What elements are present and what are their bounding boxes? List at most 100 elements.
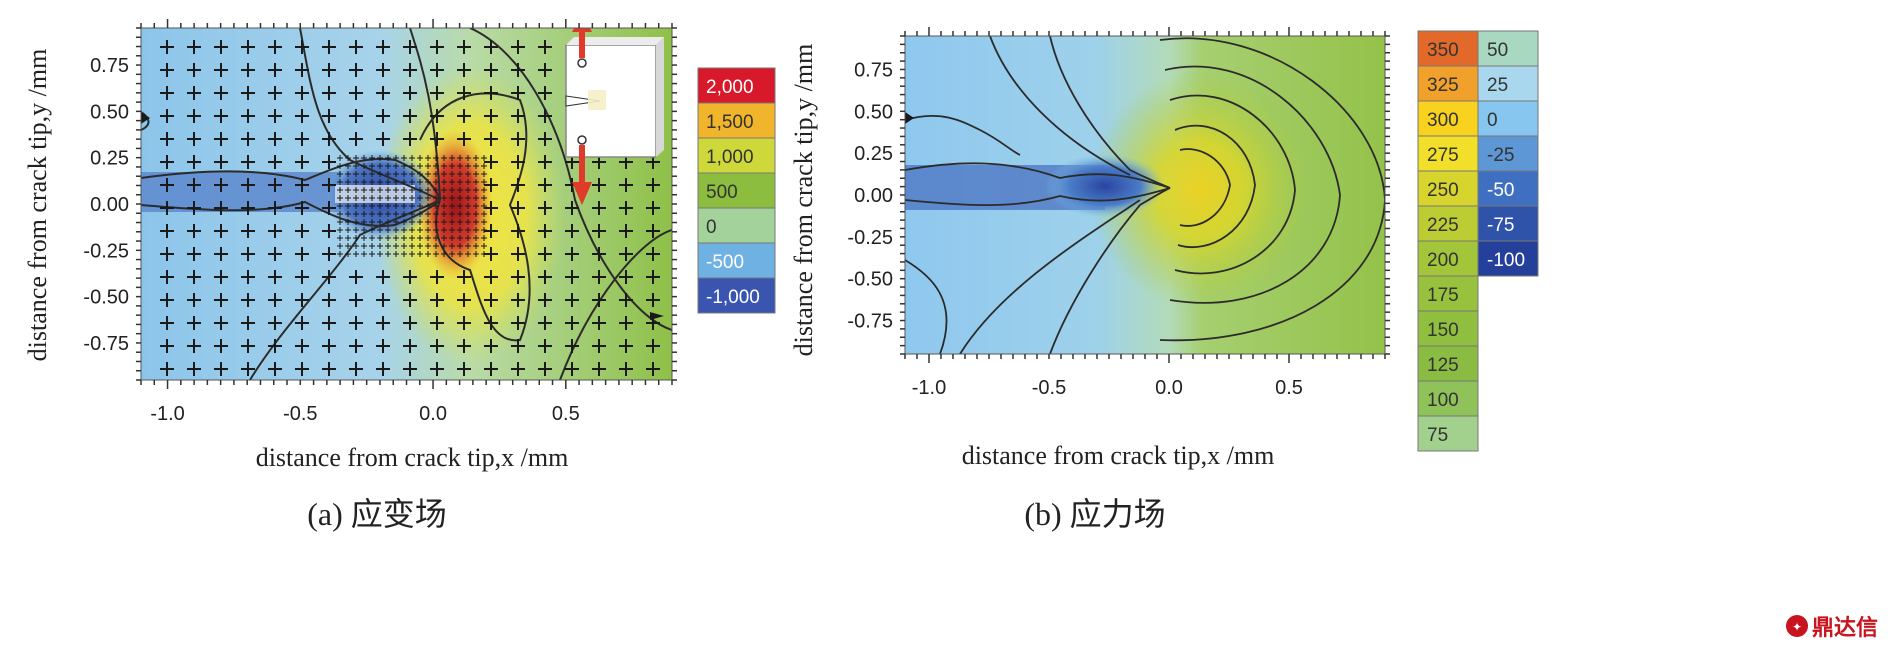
dense-plus-marker bbox=[425, 163, 431, 169]
plus-marker bbox=[565, 362, 579, 376]
dense-plus-marker bbox=[385, 203, 391, 209]
plus-marker bbox=[430, 316, 444, 330]
stress-colorbar-label: 200 bbox=[1427, 250, 1459, 271]
plus-marker bbox=[241, 86, 255, 100]
plus-marker bbox=[484, 155, 498, 169]
plus-marker bbox=[484, 178, 498, 192]
plus-marker bbox=[187, 316, 201, 330]
plus-marker bbox=[214, 339, 228, 353]
stress-colorbar-swatch bbox=[1417, 100, 1479, 137]
dense-plus-marker bbox=[361, 187, 367, 193]
dense-plus-marker bbox=[433, 203, 439, 209]
dense-plus-marker bbox=[473, 163, 479, 169]
plus-marker bbox=[268, 132, 282, 146]
plus-marker bbox=[187, 86, 201, 100]
dense-plus-marker bbox=[361, 219, 367, 225]
plus-marker bbox=[403, 270, 417, 284]
dense-plus-marker bbox=[337, 235, 343, 241]
dense-plus-marker bbox=[393, 155, 399, 161]
plus-marker bbox=[646, 247, 660, 261]
dense-plus-marker bbox=[441, 187, 447, 193]
dense-plus-marker bbox=[425, 211, 431, 217]
dense-plus-marker bbox=[345, 155, 351, 161]
strain-field-chart: -1.0 -0.5 0.0 0.5 0.75 0.50 0.25 0.00 -0.25 -0.5… bbox=[23, 19, 776, 532]
plus-marker bbox=[187, 247, 201, 261]
dense-plus-marker bbox=[393, 187, 399, 193]
dense-plus-marker bbox=[361, 227, 367, 233]
plus-marker bbox=[619, 224, 633, 238]
dense-plus-marker bbox=[481, 171, 487, 177]
plus-marker bbox=[484, 132, 498, 146]
dense-plus-marker bbox=[337, 243, 343, 249]
plus-marker bbox=[241, 63, 255, 77]
plus-marker bbox=[511, 40, 525, 54]
dense-plus-marker bbox=[369, 171, 375, 177]
dense-plus-marker bbox=[409, 163, 415, 169]
plus-marker bbox=[214, 270, 228, 284]
plus-marker bbox=[214, 178, 228, 192]
stress-colorbar-label: -50 bbox=[1487, 180, 1514, 201]
strain-y-tick-label: -0.75 bbox=[83, 333, 129, 355]
dense-plus-marker bbox=[417, 203, 423, 209]
plus-marker bbox=[565, 247, 579, 261]
dense-plus-marker bbox=[465, 235, 471, 241]
dense-plus-marker bbox=[425, 179, 431, 185]
dense-plus-marker bbox=[473, 235, 479, 241]
plus-marker bbox=[241, 362, 255, 376]
dense-plus-marker bbox=[385, 219, 391, 225]
dense-plus-marker bbox=[433, 187, 439, 193]
dense-plus-marker bbox=[441, 235, 447, 241]
dense-plus-marker bbox=[369, 227, 375, 233]
plus-marker bbox=[295, 86, 309, 100]
strain-colorbar-label: 500 bbox=[706, 182, 738, 203]
plus-marker bbox=[214, 201, 228, 215]
plus-marker bbox=[511, 201, 525, 215]
strain-colorbar-swatch bbox=[697, 207, 776, 244]
stress-colorbar-swatch bbox=[1417, 30, 1479, 67]
plus-marker bbox=[430, 132, 444, 146]
plus-marker bbox=[268, 109, 282, 123]
plus-marker bbox=[214, 155, 228, 169]
stress-y-tick-label: 0.25 bbox=[854, 143, 893, 165]
strain-y-axis-label: distance from crack tip,y /mm bbox=[23, 49, 52, 362]
stress-colorbar-label: 275 bbox=[1427, 145, 1459, 166]
dense-plus-marker bbox=[425, 251, 431, 257]
strain-x-tick-label: -1.0 bbox=[150, 403, 184, 425]
strain-x-tick-label: 0.0 bbox=[419, 403, 447, 425]
dense-plus-marker bbox=[473, 155, 479, 161]
dense-plus-marker bbox=[441, 211, 447, 217]
plus-marker bbox=[484, 316, 498, 330]
plus-marker bbox=[457, 362, 471, 376]
dense-plus-marker bbox=[441, 251, 447, 257]
dense-plus-marker bbox=[473, 171, 479, 177]
plus-marker bbox=[592, 362, 606, 376]
plus-marker bbox=[403, 109, 417, 123]
plus-marker bbox=[484, 270, 498, 284]
plus-marker bbox=[187, 63, 201, 77]
stress-colorbar-label: 300 bbox=[1427, 110, 1459, 131]
plus-marker bbox=[403, 132, 417, 146]
dense-plus-marker bbox=[465, 187, 471, 193]
stress-y-axis-label: distance from crack tip,y /mm bbox=[789, 44, 818, 357]
dense-plus-marker bbox=[417, 179, 423, 185]
strain-colorbar-label: 2,000 bbox=[706, 77, 754, 98]
dense-plus-marker bbox=[417, 187, 423, 193]
dense-plus-marker bbox=[353, 179, 359, 185]
dense-plus-marker bbox=[425, 187, 431, 193]
dense-plus-marker bbox=[457, 219, 463, 225]
strain-x-axis-label: distance from crack tip,x /mm bbox=[256, 443, 569, 472]
strain-colorbar-swatch bbox=[697, 137, 776, 174]
plus-marker bbox=[403, 86, 417, 100]
plus-marker bbox=[511, 155, 525, 169]
stress-colorbar-label: 150 bbox=[1427, 320, 1459, 341]
plus-marker bbox=[403, 362, 417, 376]
dense-plus-marker bbox=[409, 243, 415, 249]
dense-plus-marker bbox=[449, 243, 455, 249]
dense-plus-marker bbox=[449, 187, 455, 193]
stress-colorbar-label: 50 bbox=[1487, 40, 1508, 61]
plus-marker bbox=[511, 293, 525, 307]
dense-plus-marker bbox=[441, 243, 447, 249]
plus-marker bbox=[160, 40, 174, 54]
plus-marker bbox=[511, 132, 525, 146]
dense-plus-marker bbox=[369, 195, 375, 201]
